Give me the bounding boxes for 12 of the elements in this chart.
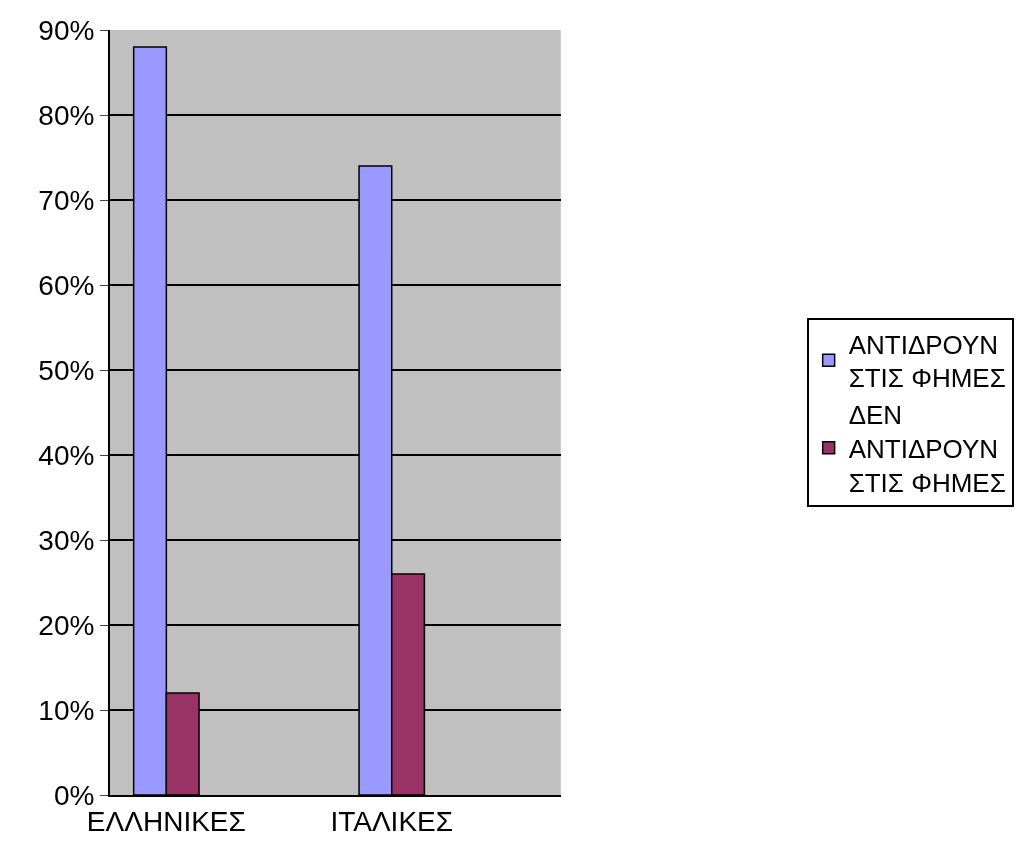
x-tick-label: ΙΤΑΛΙΚΕΣ	[330, 805, 454, 837]
y-tick-label: 20%	[38, 609, 95, 641]
y-tick-label: 90%	[38, 14, 95, 46]
legend-label: ΑΝΤΙΔΡΟΥΝ ΣΤΙΣ ΦΗΜΕΣ	[848, 329, 1006, 394]
y-tick-label: 10%	[38, 694, 95, 726]
y-tick-label: 30%	[38, 524, 95, 556]
y-tick-label: 70%	[38, 184, 95, 216]
y-tick-label: 40%	[38, 439, 95, 471]
y-tick-label: 80%	[38, 99, 95, 131]
y-tick-label: 60%	[38, 269, 95, 301]
y-tick-label: 50%	[38, 354, 95, 386]
legend-label: ΔΕΝ ΑΝΤΙΔΡΟΥΝ ΣΤΙΣ ΦΗΜΕΣ	[848, 400, 1006, 498]
